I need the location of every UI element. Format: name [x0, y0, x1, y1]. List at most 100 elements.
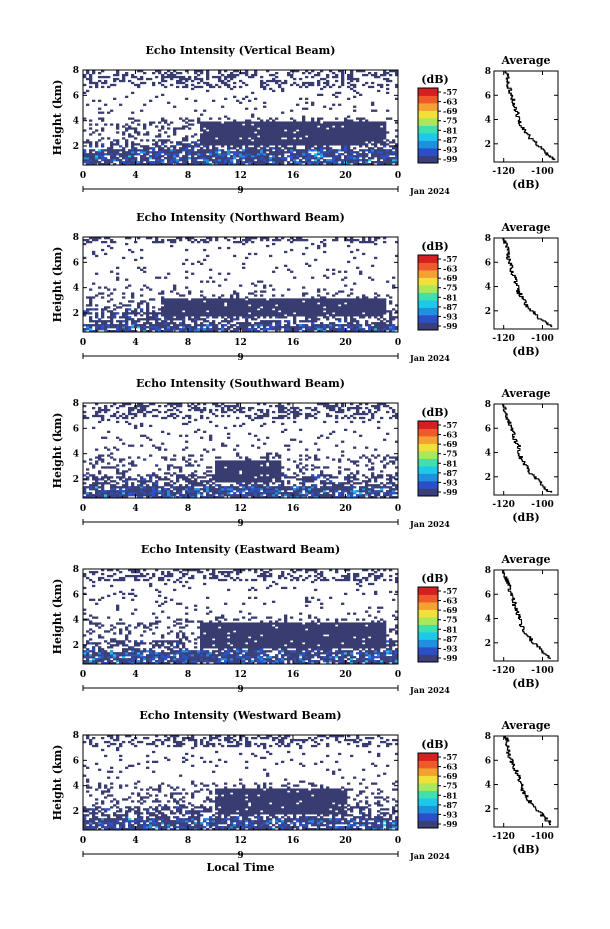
heatmap-cell	[218, 153, 222, 156]
heatmap-cell	[266, 163, 270, 166]
heatmap-cell	[95, 324, 99, 327]
heatmap-cell	[251, 486, 255, 489]
heatmap-cell	[248, 316, 252, 319]
heatmap-cell	[251, 143, 255, 146]
heatmap-cell	[116, 125, 120, 128]
heatmap-cell	[209, 304, 213, 307]
heatmap-cell	[212, 302, 216, 305]
heatmap-cell	[113, 458, 117, 461]
heatmap-cell	[242, 480, 246, 483]
heatmap-cell	[194, 151, 198, 154]
heatmap-cell	[191, 490, 195, 493]
heatmap-cell	[335, 131, 339, 134]
heatmap-cell	[245, 316, 249, 319]
heatmap-cell	[239, 482, 243, 485]
heatmap-cell	[131, 135, 135, 138]
heatmap-cell	[341, 300, 345, 303]
heatmap-cell	[341, 161, 345, 164]
heatmap-cell	[167, 484, 171, 487]
heatmap-cell	[242, 462, 246, 465]
heatmap-cell	[290, 330, 294, 333]
heatmap-cell	[173, 324, 177, 327]
heatmap-cell	[347, 149, 351, 152]
heatmap-cell	[104, 330, 108, 333]
heatmap-cell	[125, 123, 129, 126]
heatmap-cell	[356, 141, 360, 144]
heatmap-cell	[188, 464, 192, 467]
heatmap-cell	[179, 298, 183, 301]
heatmap-cell	[152, 318, 156, 321]
heatmap-cell	[245, 300, 249, 303]
heatmap-cell	[353, 89, 357, 93]
heatmap-cell	[125, 286, 129, 289]
heatmap-cell	[86, 492, 90, 495]
heatmap-cell	[311, 101, 315, 104]
heatmap-cell	[164, 496, 168, 499]
heatmap-cell	[353, 157, 357, 160]
heatmap-cell	[164, 490, 168, 493]
heatmap-cell	[254, 460, 258, 463]
heatmap-cell	[344, 139, 348, 142]
heatmap-cell	[122, 153, 126, 156]
heatmap-cell	[239, 302, 243, 305]
heatmap-cell	[362, 131, 366, 134]
heatmap-cell	[197, 151, 201, 154]
heatmap-cell	[383, 322, 387, 325]
heatmap-cell	[380, 83, 384, 87]
heatmap-cell	[221, 474, 225, 477]
heatmap-cell	[167, 482, 171, 485]
heatmap-cell	[236, 460, 240, 463]
heatmap-cell	[260, 237, 264, 240]
heatmap-cell	[152, 155, 156, 158]
heatmap-cell	[152, 157, 156, 160]
heatmap-cell	[206, 121, 210, 124]
heatmap-cell	[173, 73, 177, 77]
heatmap-cell	[359, 70, 363, 73]
heatmap-cell	[176, 414, 180, 418]
heatmap-cell	[233, 121, 237, 124]
heatmap-cell	[296, 161, 300, 164]
heatmap-cell	[263, 105, 267, 108]
heatmap-cell	[386, 149, 390, 152]
heatmap-cell	[209, 238, 213, 242]
heatmap-cell	[206, 466, 210, 469]
heatmap-cell	[305, 81, 309, 85]
heatmap-cell	[158, 129, 162, 132]
heatmap-cell	[218, 161, 222, 164]
heatmap-cell	[167, 155, 171, 158]
heatmap-cell	[221, 470, 225, 473]
heatmap-cell	[194, 298, 198, 301]
heatmap-cell	[353, 95, 357, 99]
heatmap-cell	[344, 308, 348, 311]
colorbar-tick-label: -69	[443, 106, 458, 116]
heatmap-cell	[86, 494, 90, 497]
heatmap-cell	[233, 494, 237, 497]
heatmap-cell	[362, 252, 366, 256]
heatmap-cell	[386, 91, 390, 95]
heatmap-cell	[314, 318, 318, 321]
heatmap-cell	[311, 149, 315, 152]
heatmap-cell	[107, 324, 111, 327]
heatmap-cell	[272, 125, 276, 128]
heatmap-cell	[140, 151, 144, 154]
heatmap-cell	[179, 77, 183, 81]
heatmap-cell	[209, 163, 213, 166]
heatmap-cell	[125, 490, 129, 493]
heatmap-cell	[95, 492, 99, 495]
heatmap-cell	[332, 330, 336, 333]
heatmap-cell	[185, 328, 189, 331]
heatmap-cell	[209, 125, 213, 128]
heatmap-cell	[212, 494, 216, 497]
heatmap-cell	[377, 318, 381, 321]
heatmap-cell	[230, 123, 234, 126]
heatmap-cell	[338, 141, 342, 144]
heatmap-cell	[92, 482, 96, 485]
heatmap-cell	[182, 416, 186, 420]
heatmap-cell	[86, 468, 90, 471]
heatmap-cell	[113, 97, 117, 100]
heatmap-cell	[332, 326, 336, 329]
heatmap-cell	[257, 153, 261, 156]
heatmap-cell	[293, 300, 297, 303]
heatmap-cell	[188, 149, 192, 152]
heatmap-cell	[194, 430, 198, 433]
